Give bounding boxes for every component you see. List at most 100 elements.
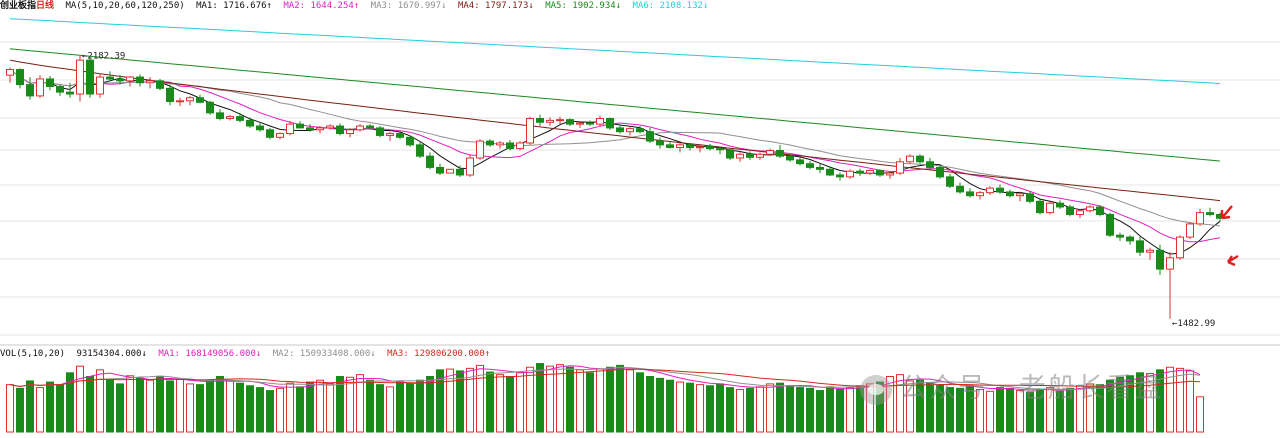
candle[interactable]: [826, 166, 834, 177]
candle[interactable]: [116, 75, 124, 85]
candle[interactable]: [256, 122, 264, 132]
candle[interactable]: [1016, 191, 1024, 202]
candle[interactable]: [366, 124, 374, 130]
candle[interactable]: [1116, 232, 1124, 241]
candle[interactable]: [986, 186, 994, 195]
candle[interactable]: [886, 171, 894, 179]
candle[interactable]: [976, 191, 984, 200]
candle[interactable]: [786, 154, 794, 162]
candle[interactable]: [456, 165, 464, 177]
candle[interactable]: [316, 126, 324, 134]
candle[interactable]: [756, 152, 764, 160]
candle[interactable]: [416, 142, 424, 159]
candle[interactable]: [1026, 191, 1034, 204]
candle[interactable]: [296, 121, 304, 129]
candle[interactable]: [276, 132, 284, 140]
candle[interactable]: [906, 154, 914, 164]
candle[interactable]: [586, 120, 594, 127]
candle[interactable]: [526, 116, 534, 145]
candle[interactable]: [1076, 208, 1084, 219]
candle[interactable]: [306, 124, 314, 132]
candle[interactable]: [1166, 252, 1174, 319]
candle[interactable]: [156, 78, 164, 91]
candle[interactable]: [716, 146, 724, 155]
candle[interactable]: [176, 97, 184, 107]
candle[interactable]: [1136, 237, 1144, 256]
candle[interactable]: [266, 127, 274, 140]
candle[interactable]: [676, 142, 684, 153]
candle[interactable]: [896, 158, 904, 175]
candle[interactable]: [856, 168, 864, 177]
candle[interactable]: [746, 151, 754, 160]
candle[interactable]: [406, 135, 414, 147]
candle[interactable]: [866, 169, 874, 175]
candle[interactable]: [86, 57, 94, 98]
candle[interactable]: [996, 184, 1004, 194]
candle[interactable]: [1106, 212, 1114, 238]
candle[interactable]: [566, 118, 574, 127]
candle[interactable]: [776, 144, 784, 159]
candle[interactable]: [596, 115, 604, 127]
candle[interactable]: [76, 55, 84, 102]
candle[interactable]: [186, 95, 194, 106]
candle[interactable]: [126, 75, 134, 87]
candle[interactable]: [1206, 207, 1214, 217]
candle[interactable]: [16, 68, 24, 89]
candle[interactable]: [356, 124, 364, 132]
candle[interactable]: [56, 84, 64, 96]
candle[interactable]: [1056, 200, 1064, 209]
candle[interactable]: [646, 127, 654, 143]
candle[interactable]: [1036, 199, 1044, 215]
candle[interactable]: [516, 141, 524, 151]
candle[interactable]: [466, 154, 474, 177]
candle[interactable]: [106, 71, 114, 81]
candle[interactable]: [36, 75, 44, 98]
candle[interactable]: [196, 94, 204, 104]
candle[interactable]: [1046, 201, 1054, 215]
candlesticks[interactable]: [6, 55, 1224, 319]
candle[interactable]: [706, 143, 714, 151]
candle[interactable]: [576, 121, 584, 128]
candle[interactable]: [926, 158, 934, 170]
candle[interactable]: [656, 137, 664, 149]
candle[interactable]: [946, 173, 954, 189]
candle[interactable]: [616, 124, 624, 134]
candle[interactable]: [936, 165, 944, 179]
candle[interactable]: [146, 77, 154, 89]
candle[interactable]: [606, 117, 614, 130]
candle[interactable]: [386, 131, 394, 142]
candle[interactable]: [1146, 247, 1154, 260]
candle[interactable]: [766, 148, 774, 157]
candle[interactable]: [626, 127, 634, 136]
candle[interactable]: [736, 152, 744, 162]
candle[interactable]: [806, 161, 814, 170]
candle[interactable]: [136, 74, 144, 87]
candle[interactable]: [666, 142, 674, 149]
candle[interactable]: [26, 77, 34, 100]
candle[interactable]: [226, 114, 234, 121]
candle[interactable]: [96, 73, 104, 98]
candle[interactable]: [726, 148, 734, 160]
candle[interactable]: [1066, 204, 1074, 217]
candle[interactable]: [1186, 222, 1194, 239]
candle[interactable]: [956, 182, 964, 194]
candle[interactable]: [376, 126, 384, 138]
candle[interactable]: [696, 144, 704, 153]
candle[interactable]: [836, 172, 844, 181]
candle[interactable]: [476, 139, 484, 160]
candle[interactable]: [1156, 244, 1164, 275]
candle[interactable]: [486, 139, 494, 147]
candle[interactable]: [546, 117, 554, 127]
candle[interactable]: [436, 163, 444, 175]
candle[interactable]: [216, 109, 224, 121]
candle[interactable]: [246, 117, 254, 128]
candle[interactable]: [336, 123, 344, 136]
candle[interactable]: [1086, 205, 1094, 213]
candle[interactable]: [1176, 235, 1184, 260]
candle[interactable]: [166, 84, 174, 106]
candle[interactable]: [66, 82, 74, 98]
candle[interactable]: [816, 163, 824, 174]
candle[interactable]: [286, 121, 294, 136]
candle[interactable]: [966, 188, 974, 198]
